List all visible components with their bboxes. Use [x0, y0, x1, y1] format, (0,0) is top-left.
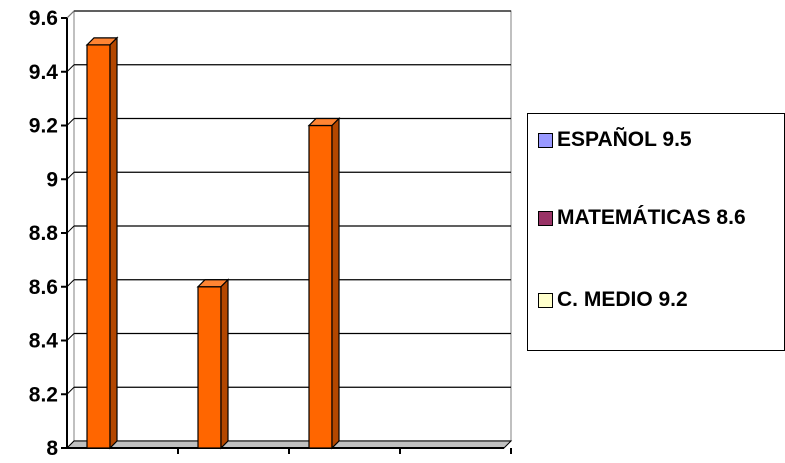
- legend-label-espanol: ESPAÑOL 9.5: [557, 128, 692, 151]
- bar-0-side: [109, 36, 118, 450]
- bar-1: [197, 286, 222, 449]
- legend-swatch-espanol: [538, 133, 553, 148]
- legend-item-espanol: ESPAÑOL 9.5: [538, 127, 782, 153]
- legend-label-c-medio: C. MEDIO 9.2: [557, 288, 688, 311]
- legend-item-matematicas: MATEMÁTICAS 8.6: [538, 205, 782, 231]
- y-tick-label-1: 8.2: [29, 383, 58, 406]
- gridline-depth-3: [66, 279, 75, 288]
- side-wall-top: [66, 10, 75, 19]
- gridline-depth-6: [66, 118, 75, 126]
- y-tick-label-4: 8.8: [29, 222, 59, 245]
- y-tick-label-3: 8.6: [29, 276, 58, 299]
- bar-1-side: [220, 278, 229, 450]
- y-tick-label-8: 9.6: [29, 7, 58, 30]
- legend: ESPAÑOL 9.5 MATEMÁTICAS 8.6 C. MEDIO 9.2: [527, 113, 785, 351]
- y-tick-label-0: 8: [46, 437, 58, 460]
- gridline-depth-5: [66, 171, 75, 180]
- gridline-depth-7: [66, 64, 75, 73]
- y-tick-label-2: 8.4: [29, 330, 59, 353]
- bar-0: [86, 44, 111, 449]
- gridline-depth-4: [66, 225, 75, 234]
- y-tick-label-5: 9: [46, 168, 58, 191]
- plot-floor: [65, 440, 513, 449]
- y-tick-label-7: 9.4: [29, 61, 59, 84]
- gridline-depth-2: [66, 333, 75, 341]
- bar-2: [308, 124, 333, 449]
- legend-swatch-matematicas: [538, 211, 553, 226]
- y-tick-label-6: 9.2: [29, 115, 58, 138]
- legend-label-matematicas: MATEMÁTICAS 8.6: [557, 206, 746, 229]
- legend-swatch-c-medio: [538, 293, 553, 308]
- gridline-depth-1: [66, 386, 75, 395]
- bar-2-side: [331, 117, 340, 450]
- legend-item-c-medio: C. MEDIO 9.2: [538, 287, 782, 313]
